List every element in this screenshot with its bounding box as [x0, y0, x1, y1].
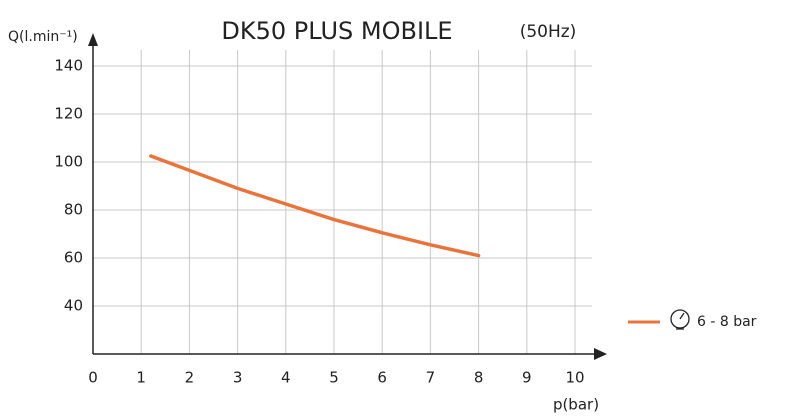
- x-tick-label: 0: [88, 369, 98, 387]
- x-tick-label: 4: [281, 369, 291, 387]
- y-tick-label: 40: [64, 297, 83, 315]
- x-tick-label: 3: [233, 369, 243, 387]
- x-tick-label: 7: [426, 369, 436, 387]
- gauge-icon: [670, 309, 690, 330]
- x-tick-label: 5: [329, 369, 339, 387]
- y-axis-label: Q(l.min⁻¹): [8, 29, 78, 45]
- x-tick-label: 1: [136, 369, 146, 387]
- x-axis-arrow: [594, 348, 607, 360]
- x-tick-label: 2: [185, 369, 195, 387]
- y-tick-label: 100: [54, 153, 83, 171]
- chart-title: DK50 PLUS MOBILE: [221, 17, 452, 45]
- grid: [92, 50, 592, 354]
- x-tick-label: 6: [377, 369, 387, 387]
- legend: 6 - 8 bar: [628, 309, 757, 330]
- y-tick-label: 80: [64, 201, 83, 219]
- y-tick-label: 120: [54, 105, 83, 123]
- y-axis-arrow: [88, 33, 98, 46]
- y-tick-label: 60: [64, 249, 83, 267]
- x-axis-label: p(bar): [553, 396, 599, 414]
- x-tick-label: 10: [565, 369, 584, 387]
- series-line: [149, 154, 481, 258]
- x-tick-label: 9: [522, 369, 532, 387]
- y-tick-label: 140: [54, 57, 83, 75]
- x-tick-label: 8: [474, 369, 484, 387]
- chart-subtitle: (50Hz): [520, 22, 577, 42]
- legend-label: 6 - 8 bar: [697, 314, 757, 330]
